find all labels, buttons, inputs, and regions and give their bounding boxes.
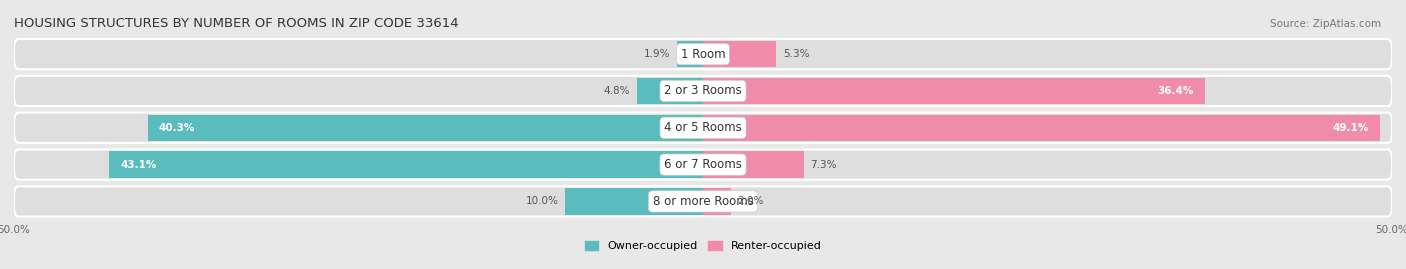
- Text: 43.1%: 43.1%: [120, 160, 156, 169]
- Text: 2 or 3 Rooms: 2 or 3 Rooms: [664, 84, 742, 97]
- Text: Source: ZipAtlas.com: Source: ZipAtlas.com: [1270, 19, 1381, 29]
- Text: 1 Room: 1 Room: [681, 48, 725, 61]
- Text: 40.3%: 40.3%: [159, 123, 195, 133]
- Text: 4 or 5 Rooms: 4 or 5 Rooms: [664, 121, 742, 134]
- Bar: [703, 188, 731, 215]
- Text: 10.0%: 10.0%: [526, 196, 558, 206]
- Bar: [703, 151, 804, 178]
- Bar: [110, 151, 703, 178]
- Text: 6 or 7 Rooms: 6 or 7 Rooms: [664, 158, 742, 171]
- FancyBboxPatch shape: [14, 39, 1392, 69]
- Bar: [637, 78, 703, 104]
- Text: 1.9%: 1.9%: [644, 49, 669, 59]
- Text: 7.3%: 7.3%: [810, 160, 837, 169]
- FancyBboxPatch shape: [14, 113, 1392, 143]
- Bar: [703, 41, 776, 67]
- Bar: [565, 188, 703, 215]
- Text: 2.0%: 2.0%: [738, 196, 763, 206]
- FancyBboxPatch shape: [14, 76, 1392, 106]
- Text: 36.4%: 36.4%: [1157, 86, 1194, 96]
- FancyBboxPatch shape: [14, 150, 1392, 180]
- Text: HOUSING STRUCTURES BY NUMBER OF ROOMS IN ZIP CODE 33614: HOUSING STRUCTURES BY NUMBER OF ROOMS IN…: [14, 17, 458, 30]
- Bar: [703, 115, 1379, 141]
- FancyBboxPatch shape: [14, 186, 1392, 217]
- Legend: Owner-occupied, Renter-occupied: Owner-occupied, Renter-occupied: [581, 236, 825, 256]
- Bar: [676, 41, 703, 67]
- Text: 5.3%: 5.3%: [783, 49, 810, 59]
- Bar: [148, 115, 703, 141]
- Text: 49.1%: 49.1%: [1333, 123, 1368, 133]
- Text: 4.8%: 4.8%: [603, 86, 630, 96]
- Bar: [703, 78, 1205, 104]
- Text: 8 or more Rooms: 8 or more Rooms: [652, 195, 754, 208]
